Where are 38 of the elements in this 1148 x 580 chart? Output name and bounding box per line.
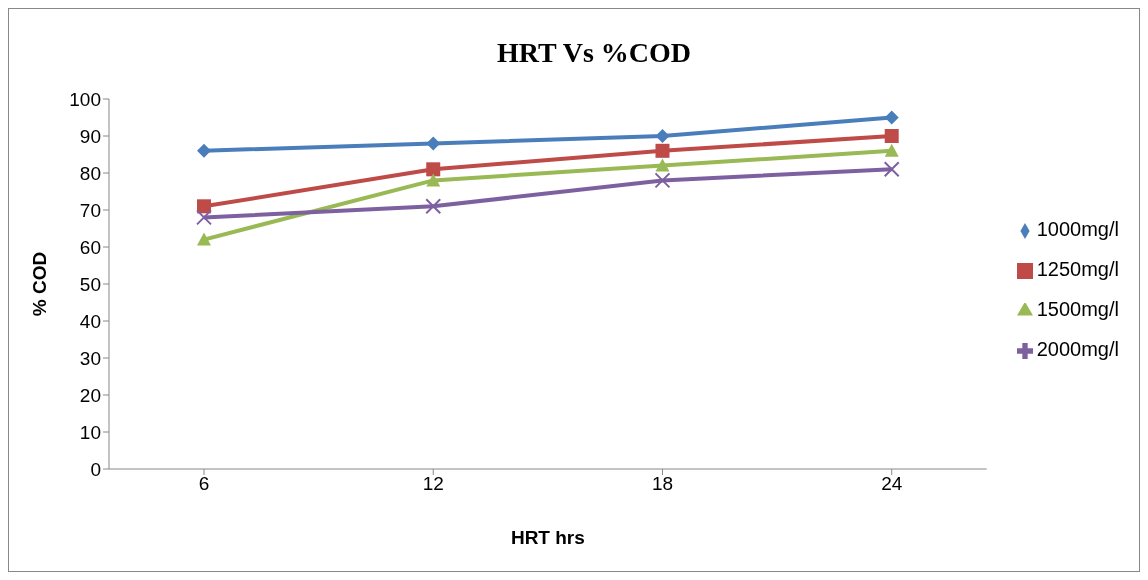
point xyxy=(884,129,899,143)
point xyxy=(196,209,212,226)
point xyxy=(884,143,899,157)
y-tick-label: 20 xyxy=(79,384,101,406)
chart-title: HRT Vs %COD xyxy=(496,37,692,69)
y-tick-label: 100 xyxy=(69,88,101,110)
y-tick-label: 10 xyxy=(79,421,101,443)
x-tick-label: 12 xyxy=(422,473,444,495)
point xyxy=(654,172,671,189)
y-tick-label: 40 xyxy=(79,310,101,332)
y-tick-label: 60 xyxy=(79,236,101,258)
point xyxy=(425,198,442,215)
point xyxy=(426,136,441,151)
y-tick-label: 50 xyxy=(79,273,101,295)
point xyxy=(197,199,211,214)
x-tick-label: 24 xyxy=(881,473,903,495)
point xyxy=(426,173,441,187)
y-tick-label: 30 xyxy=(79,347,101,369)
legend-label: 1000mg/l xyxy=(1036,218,1119,240)
x-tick-label: 18 xyxy=(651,473,674,495)
legend-label: 1500mg/l xyxy=(1036,298,1119,320)
y-axis-title: % COD xyxy=(28,251,50,317)
x-axis-title: HRT hrs xyxy=(510,527,585,548)
point xyxy=(655,143,670,158)
point xyxy=(197,232,211,246)
point xyxy=(655,129,670,143)
y-tick-label: 70 xyxy=(79,199,101,221)
legend-label: 2000mg/l xyxy=(1036,338,1119,360)
x-tick-label: 6 xyxy=(198,473,210,495)
y-tick-label: 0 xyxy=(90,458,101,480)
y-tick-label: 90 xyxy=(79,125,101,147)
y-tick-label: 80 xyxy=(79,162,101,184)
point xyxy=(655,158,670,172)
point xyxy=(883,161,900,178)
point xyxy=(426,162,441,177)
point xyxy=(884,110,899,125)
legend-label: 1250mg/l xyxy=(1036,258,1119,280)
point xyxy=(197,143,211,158)
